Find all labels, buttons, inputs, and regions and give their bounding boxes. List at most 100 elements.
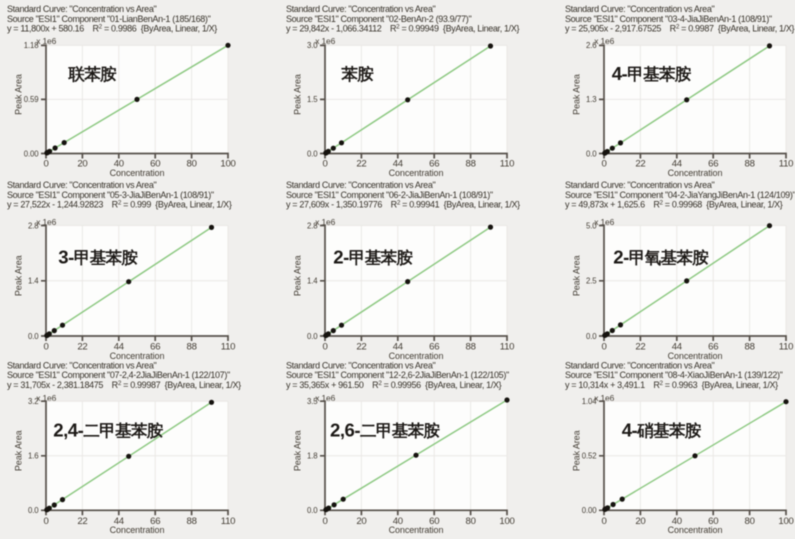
svg-text:Source "ESI1" Component "07-2,: Source "ESI1" Component "07-2,4-2JiaJiBe… <box>7 370 230 380</box>
svg-text:Standard Curve: "Concentration: Standard Curve: "Concentration vs Area" <box>565 360 714 370</box>
svg-text:y = 35,365x + 961.50 R2 = 0: y = 35,365x + 961.50 R2 = 0.99956 {ByAre… <box>286 380 502 390</box>
svg-text:22: 22 <box>356 159 366 170</box>
svg-text:0: 0 <box>43 159 48 170</box>
svg-text:Peak Area: Peak Area <box>292 430 302 471</box>
svg-text:0.0: 0.0 <box>307 332 318 341</box>
svg-text:Peak Area: Peak Area <box>571 430 581 471</box>
svg-text:20: 20 <box>356 516 366 527</box>
svg-text:2.6: 2.6 <box>586 41 597 50</box>
svg-text:0: 0 <box>601 516 606 527</box>
svg-text:22: 22 <box>356 342 366 353</box>
svg-text:0.00: 0.00 <box>24 149 40 158</box>
svg-text:110: 110 <box>500 342 515 353</box>
svg-text:110: 110 <box>500 159 515 170</box>
svg-text:4-: 4- <box>622 419 638 440</box>
svg-text:Concentration: Concentration <box>668 525 723 535</box>
svg-text:66: 66 <box>708 159 718 170</box>
svg-text:0: 0 <box>322 159 327 170</box>
svg-text:0: 0 <box>322 516 327 527</box>
svg-text:44: 44 <box>114 342 125 353</box>
svg-text:4-: 4- <box>612 63 628 84</box>
svg-text:100: 100 <box>220 159 235 170</box>
svg-text:2,6-: 2,6- <box>330 419 360 440</box>
svg-text:y = 25,905x - 2,917.67525 R: y = 25,905x - 2,917.67525 R2 = 0.9987 {B… <box>565 24 794 34</box>
svg-text:40: 40 <box>672 516 682 527</box>
svg-text:Concentration: Concentration <box>668 168 723 178</box>
svg-text:y = 11,800x + 580.16 R2 = 0: y = 11,800x + 580.16 R2 = 0.9986 {ByArea… <box>7 24 217 34</box>
svg-text:66: 66 <box>150 516 160 527</box>
svg-text:Peak Area: Peak Area <box>13 74 23 115</box>
svg-text:0.0: 0.0 <box>28 332 39 341</box>
svg-text:88: 88 <box>745 159 755 170</box>
svg-text:y = 27,609x - 1,350.19776 R: y = 27,609x - 1,350.19776 R2 = 0.99941 {… <box>286 200 520 210</box>
svg-text:44: 44 <box>393 159 404 170</box>
svg-text:0: 0 <box>43 342 48 353</box>
svg-text:66: 66 <box>708 342 718 353</box>
svg-text:100: 100 <box>778 516 793 527</box>
svg-text:1.5: 1.5 <box>307 95 318 104</box>
svg-text:Source "ESI1" Component "01-Li: Source "ESI1" Component "01-LianBenAn-1 … <box>7 14 211 24</box>
svg-text:110: 110 <box>221 342 236 353</box>
svg-text:x 1e6: x 1e6 <box>594 36 614 46</box>
svg-text:0.0: 0.0 <box>586 149 597 158</box>
svg-text:20: 20 <box>635 516 645 527</box>
svg-text:x 1e6: x 1e6 <box>36 393 56 403</box>
svg-text:0: 0 <box>43 516 48 527</box>
svg-text:x 1e6: x 1e6 <box>315 393 335 403</box>
svg-text:Concentration: Concentration <box>389 525 444 535</box>
svg-text:2.8: 2.8 <box>307 221 318 230</box>
svg-text:44: 44 <box>672 342 683 353</box>
svg-text:Source "ESI1" Component "02-Be: Source "ESI1" Component "02-BenAn-2 (93.… <box>286 14 471 24</box>
svg-text:x 1e6: x 1e6 <box>315 36 335 46</box>
svg-text:80: 80 <box>187 159 197 170</box>
svg-text:Source "ESI1" Component "03-4-: Source "ESI1" Component "03-4-JiaJiBenAn… <box>565 14 772 24</box>
svg-text:Concentration: Concentration <box>389 351 444 361</box>
svg-text:60: 60 <box>150 159 160 170</box>
svg-text:0.00: 0.00 <box>582 506 598 515</box>
svg-text:y = 29,842x - 1,066.34112 R: y = 29,842x - 1,066.34112 R2 = 0.99949 {… <box>286 24 519 34</box>
svg-text:Peak Area: Peak Area <box>571 255 581 296</box>
svg-text:22: 22 <box>635 342 645 353</box>
svg-text:2-: 2- <box>613 246 629 267</box>
svg-text:1.18: 1.18 <box>24 41 39 50</box>
svg-text:Concentration: Concentration <box>110 168 165 178</box>
svg-text:1.3: 1.3 <box>586 95 597 104</box>
svg-text:110: 110 <box>779 159 794 170</box>
svg-text:x 1e6: x 1e6 <box>36 217 56 227</box>
svg-text:Concentration: Concentration <box>389 168 444 178</box>
svg-text:80: 80 <box>745 516 755 527</box>
svg-text:Peak Area: Peak Area <box>571 74 581 115</box>
svg-text:22: 22 <box>635 159 645 170</box>
svg-text:Standard Curve: "Concentration: Standard Curve: "Concentration vs Area" <box>7 4 156 14</box>
svg-text:60: 60 <box>708 516 718 527</box>
svg-text:Source "ESI1" Component "12-2,: Source "ESI1" Component "12-2,6-2JiaJiBe… <box>286 370 509 380</box>
svg-text:Concentration: Concentration <box>668 351 723 361</box>
svg-text:110: 110 <box>221 516 236 527</box>
svg-text:Concentration: Concentration <box>110 525 165 535</box>
svg-text:Standard Curve: "Concentration: Standard Curve: "Concentration vs Area" <box>7 360 156 370</box>
svg-text:2-: 2- <box>333 246 349 267</box>
svg-text:y = 49,873x + 1,625.6 R2 =: y = 49,873x + 1,625.6 R2 = 0.99968 {ByAr… <box>565 200 783 210</box>
svg-text:88: 88 <box>187 342 197 353</box>
svg-text:Peak Area: Peak Area <box>13 255 23 296</box>
svg-text:88: 88 <box>745 342 755 353</box>
svg-text:22: 22 <box>77 516 87 527</box>
svg-text:66: 66 <box>429 159 439 170</box>
svg-text:66: 66 <box>429 342 439 353</box>
svg-text:Standard Curve: "Concentration: Standard Curve: "Concentration vs Area" <box>7 180 156 190</box>
svg-text:y = 27,522x - 1,244.92823 R: y = 27,522x - 1,244.92823 R2 = 0.999 {By… <box>7 200 232 210</box>
svg-text:x 1e6: x 1e6 <box>36 36 56 46</box>
svg-text:Standard Curve: "Concentration: Standard Curve: "Concentration vs Area" <box>565 4 714 14</box>
svg-text:Source "ESI1" Component "05-3-: Source "ESI1" Component "05-3-JiaJiBenAn… <box>7 190 214 200</box>
svg-text:66: 66 <box>150 342 160 353</box>
svg-text:2.8: 2.8 <box>28 221 39 230</box>
svg-text:60: 60 <box>429 516 439 527</box>
svg-text:Source "ESI1" Component "04-2-: Source "ESI1" Component "04-2-JiaYangJiB… <box>565 190 795 200</box>
svg-text:1.4: 1.4 <box>307 277 318 286</box>
svg-text:Concentration: Concentration <box>110 351 165 361</box>
svg-text:Standard Curve: "Concentration: Standard Curve: "Concentration vs Area" <box>565 180 714 190</box>
svg-text:1.04: 1.04 <box>582 397 598 406</box>
svg-text:1.4: 1.4 <box>28 277 39 286</box>
svg-text:3.2: 3.2 <box>28 397 39 406</box>
svg-text:80: 80 <box>466 516 476 527</box>
